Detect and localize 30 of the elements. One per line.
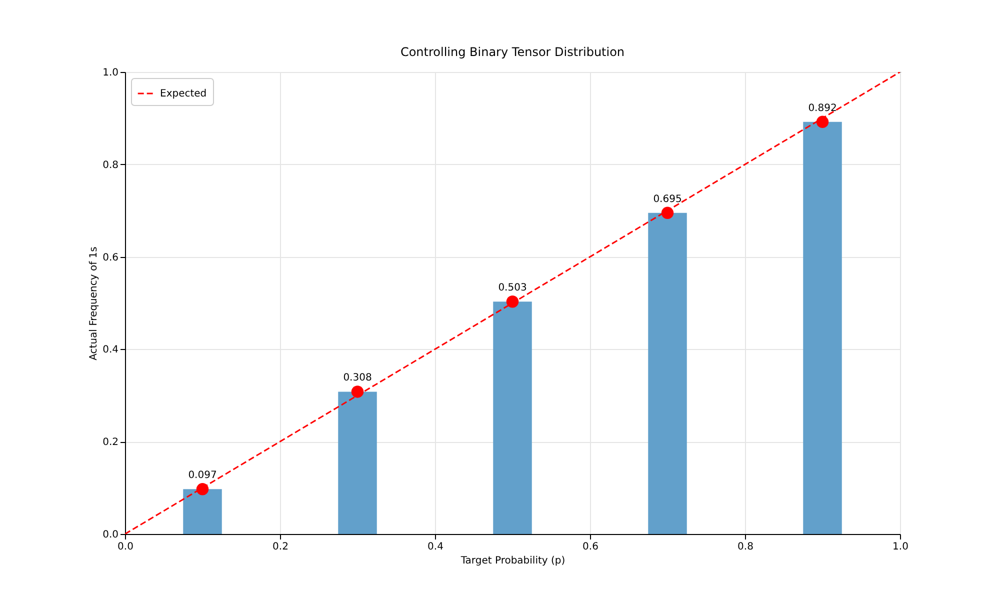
y-tick-label: 0.8 <box>102 160 118 171</box>
data-label: 0.097 <box>188 470 217 482</box>
x-tick-label: 1.0 <box>892 542 908 552</box>
point <box>816 116 829 128</box>
x-tick-label: 0.6 <box>582 542 598 552</box>
point <box>661 206 674 220</box>
bar <box>338 392 377 534</box>
y-tick-label: 0.6 <box>102 252 118 264</box>
point <box>351 386 364 398</box>
bar <box>648 212 687 534</box>
y-tick-label: 0.2 <box>102 437 118 448</box>
y-tick-label: 0.0 <box>102 530 118 540</box>
point <box>506 296 519 308</box>
y-axis-title: Actual Frequency of 1s <box>88 246 100 360</box>
x-tick-label: 0.2 <box>272 542 288 552</box>
x-tick-label: 0.4 <box>428 542 444 552</box>
y-tick-label: 0.4 <box>102 344 118 356</box>
bar <box>803 122 842 534</box>
data-label: 0.503 <box>498 282 527 294</box>
bar <box>493 302 532 534</box>
data-label: 0.308 <box>343 372 372 384</box>
legend-label: Expected <box>160 88 207 100</box>
chart-title: Controlling Binary Tensor Distribution <box>400 45 625 59</box>
data-label: 0.892 <box>808 102 837 114</box>
bar <box>183 489 222 534</box>
y-tick-label: 1.0 <box>102 68 118 78</box>
data-label: 0.695 <box>653 194 682 205</box>
x-tick-label: 0.0 <box>118 542 134 552</box>
x-axis-title: Target Probability (p) <box>460 556 566 566</box>
x-tick-label: 0.8 <box>738 542 754 552</box>
